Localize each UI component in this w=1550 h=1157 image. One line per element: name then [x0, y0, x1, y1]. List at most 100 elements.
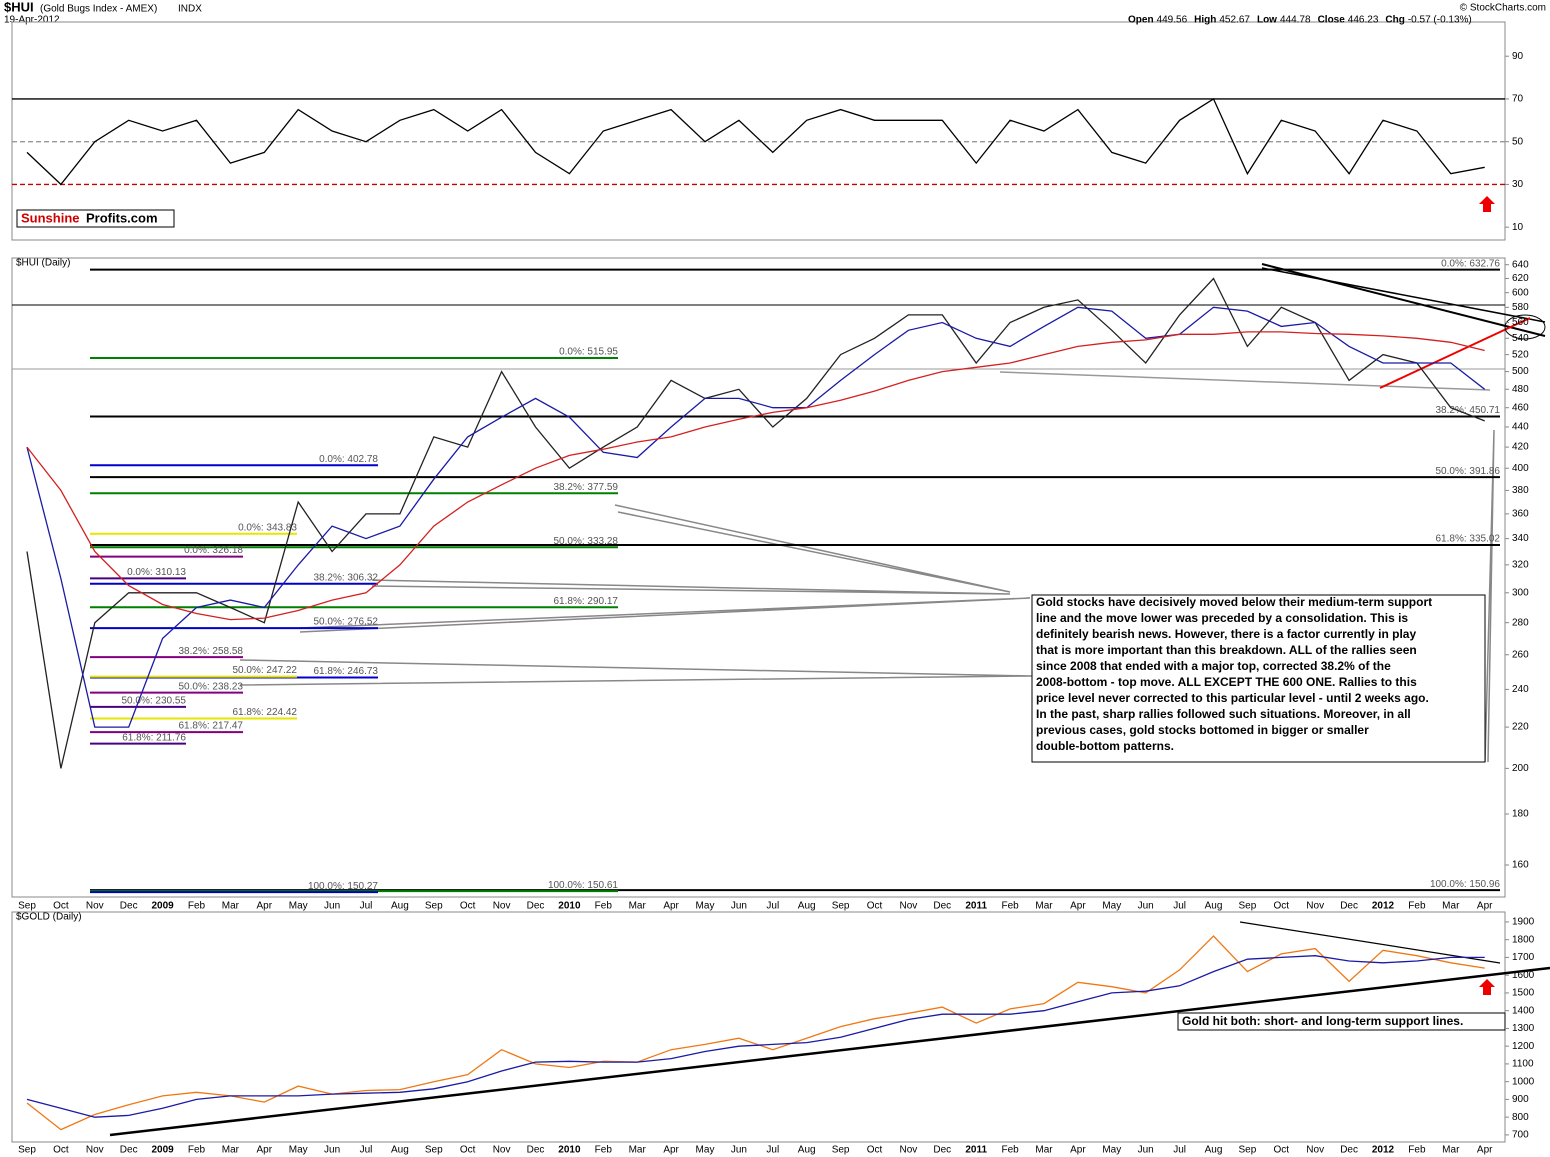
fib-label: 38.2%: 258.58	[179, 646, 244, 657]
y-tick-label: 200	[1512, 763, 1529, 774]
short-term-support	[1239, 921, 1501, 964]
x-tick-label: Sep	[425, 901, 443, 912]
x-tick-label: Mar	[1035, 901, 1053, 912]
annotation-text: since 2008 that ended with a major top, …	[1036, 659, 1391, 673]
x-tick-label: May	[1102, 1145, 1121, 1156]
fib-label: 50.0%: 230.55	[122, 695, 187, 706]
y-tick-label: 90	[1512, 51, 1524, 62]
y-tick-label: 70	[1512, 94, 1524, 105]
x-tick-label: Oct	[53, 901, 69, 912]
rsi-frame	[11, 21, 1506, 241]
x-tick-label: Nov	[900, 1145, 918, 1156]
x-tick-label: Dec	[120, 1145, 138, 1156]
x-tick-label: Mar	[222, 901, 240, 912]
x-tick-label: Aug	[391, 1145, 409, 1156]
annotation-text: double-bottom patterns.	[1036, 739, 1174, 753]
x-tick-label: Jun	[1138, 901, 1154, 912]
y-tick-label: 260	[1512, 649, 1529, 660]
x-tick-label: Apr	[1070, 1145, 1086, 1156]
x-tick-label: 2012	[1372, 1145, 1395, 1156]
x-tick-label: Oct	[1274, 1145, 1290, 1156]
x-tick-label: Oct	[460, 901, 476, 912]
x-tick-label: Feb	[1001, 901, 1019, 912]
x-tick-label: Dec	[1340, 1145, 1358, 1156]
x-tick-label: Oct	[867, 1145, 883, 1156]
x-tick-label: Jun	[1138, 1145, 1154, 1156]
x-tick-label: Dec	[1340, 901, 1358, 912]
fib-label: 50.0%: 333.28	[554, 536, 619, 547]
logo-box	[16, 209, 175, 228]
x-tick-label: Apr	[1070, 901, 1086, 912]
annotation-text: In the past, sharp rallies followed such…	[1036, 707, 1411, 721]
annotation-text: that is more important than this breakdo…	[1036, 643, 1417, 657]
quote-value: -0.57 (-0.13%)	[1408, 15, 1472, 26]
arrow	[1479, 196, 1495, 212]
y-tick-label: 1200	[1512, 1041, 1535, 1052]
panel-title: $HUI (Daily)	[16, 258, 70, 269]
x-tick-label: Feb	[1001, 1145, 1019, 1156]
x-tick-label: Sep	[18, 901, 36, 912]
x-tick-label: Apr	[663, 901, 679, 912]
y-tick-label: 300	[1512, 587, 1529, 598]
x-tick-label: Nov	[1306, 1145, 1324, 1156]
x-tick-label: 2011	[965, 901, 987, 912]
x-tick-label: Sep	[1239, 1145, 1257, 1156]
y-tick-label: 1300	[1512, 1023, 1535, 1034]
x-tick-label: Aug	[798, 901, 816, 912]
y-tick-label: 1900	[1512, 917, 1535, 928]
annotation-text: line and the move lower was preceded by …	[1036, 611, 1408, 625]
series-line	[26, 306, 1486, 728]
y-tick-label: 600	[1512, 287, 1529, 298]
pointer	[299, 597, 1031, 633]
pointer	[1484, 429, 1495, 763]
x-tick-label: Jul	[1173, 901, 1186, 912]
quote-label: Low	[1257, 15, 1277, 26]
series-line	[26, 935, 1485, 1131]
y-tick-label: 620	[1512, 273, 1529, 284]
annotation-text: 2008-bottom - top move. ALL EXCEPT THE 6…	[1036, 675, 1417, 689]
fib-label: 100.0%: 150.27	[308, 881, 378, 892]
x-tick-label: Aug	[798, 1145, 816, 1156]
x-tick-label: Jun	[731, 901, 747, 912]
x-tick-label: Jul	[1173, 1145, 1186, 1156]
support-line	[999, 371, 1491, 391]
quote-value: 449.56	[1157, 15, 1188, 26]
logo-profits: Profits.com	[86, 210, 158, 225]
x-tick-label: Dec	[527, 1145, 545, 1156]
x-tick-label: May	[289, 1145, 308, 1156]
quote-label: Chg	[1385, 15, 1404, 26]
fib-label: 100.0%: 150.61	[548, 880, 618, 891]
arrow	[1479, 979, 1495, 995]
x-tick-label: Jul	[766, 1145, 779, 1156]
y-tick-label: 1800	[1512, 934, 1535, 945]
y-tick-label: 320	[1512, 559, 1529, 570]
trend-line	[1261, 267, 1546, 323]
x-tick-label: Nov	[900, 901, 918, 912]
x-tick-label: Oct	[53, 1145, 69, 1156]
x-tick-label: Sep	[832, 901, 850, 912]
y-tick-label: 240	[1512, 684, 1529, 695]
x-tick-label: Mar	[222, 1145, 240, 1156]
y-tick-label: 1700	[1512, 952, 1535, 963]
series-line	[26, 277, 1485, 769]
fib-label: 0.0%: 326.18	[184, 545, 243, 556]
x-tick-label: Feb	[1408, 1145, 1426, 1156]
annotation-box	[1177, 1012, 1506, 1031]
x-tick-label: Dec	[527, 901, 545, 912]
quote-value: 452.67	[1219, 15, 1250, 26]
x-tick-label: May	[696, 1145, 715, 1156]
hui-frame	[11, 257, 1506, 898]
quote-label: High	[1194, 15, 1216, 26]
x-tick-label: Feb	[188, 901, 206, 912]
y-tick-label: 500	[1512, 366, 1529, 377]
x-tick-label: 2009	[151, 901, 174, 912]
copyright: © StockCharts.com	[1460, 3, 1546, 14]
fib-label: 0.0%: 632.76	[1441, 258, 1500, 269]
series-line	[26, 955, 1485, 1118]
x-tick-label: Sep	[832, 1145, 850, 1156]
y-tick-label: 540	[1512, 333, 1529, 344]
y-tick-label: 50	[1512, 136, 1524, 147]
x-tick-label: Nov	[86, 1145, 104, 1156]
y-tick-label: 580	[1512, 302, 1529, 313]
pointer	[614, 504, 1011, 593]
